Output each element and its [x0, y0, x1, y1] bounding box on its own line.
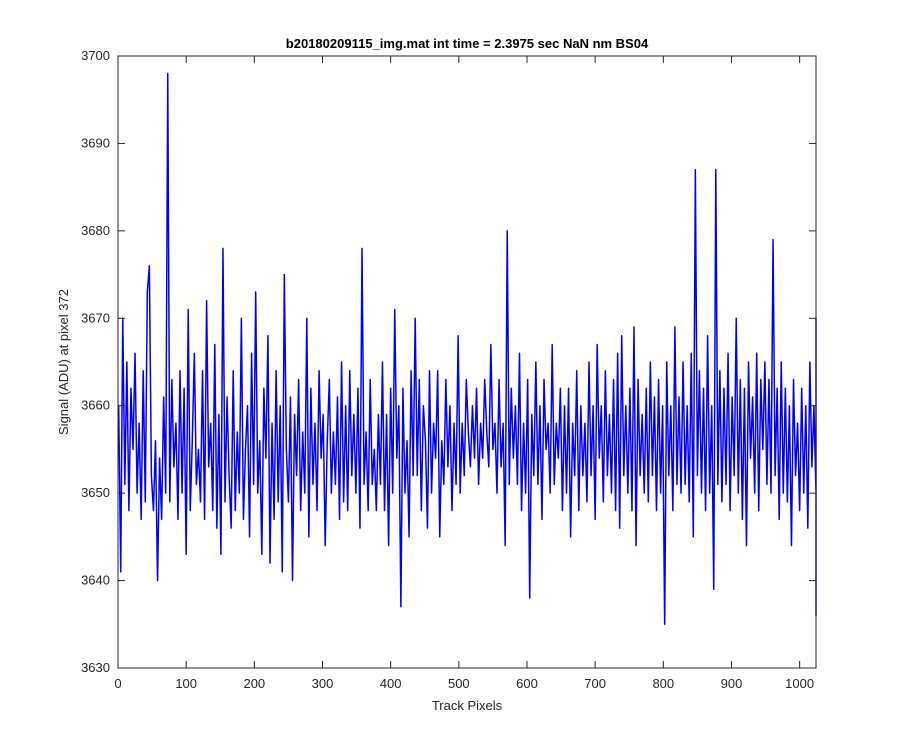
x-tick-label: 800 [652, 676, 674, 691]
x-axis-ticks: 0 100 200 300 400 500 600 700 800 900 1000 [114, 56, 814, 691]
x-tick-label: 300 [312, 676, 334, 691]
plot-area [118, 56, 816, 668]
chart-title: b20180209115_img.mat int time = 2.3975 s… [286, 36, 649, 51]
signal-series-line [117, 72, 817, 626]
y-tick-label: 3680 [81, 223, 110, 238]
x-tick-label: 100 [175, 676, 197, 691]
y-tick-label: 3690 [81, 135, 110, 150]
x-tick-label: 500 [448, 676, 470, 691]
x-tick-label: 700 [584, 676, 606, 691]
x-axis-label: Track Pixels [432, 698, 503, 713]
y-tick-label: 3650 [81, 485, 110, 500]
x-tick-label: 600 [516, 676, 538, 691]
y-tick-label: 3640 [81, 573, 110, 588]
x-tick-label: 0 [114, 676, 121, 691]
y-axis-label: Signal (ADU) at pixel 372 [56, 289, 71, 435]
x-tick-label: 200 [243, 676, 265, 691]
x-tick-label: 400 [380, 676, 402, 691]
y-tick-label: 3670 [81, 310, 110, 325]
y-tick-label: 3630 [81, 660, 110, 675]
axes-box [117, 55, 817, 669]
x-tick-label: 900 [721, 676, 743, 691]
y-axis-ticks: 3630 3640 3650 3660 3670 3680 3690 3700 [81, 48, 816, 675]
y-tick-label: 3700 [81, 48, 110, 63]
x-tick-label: 1000 [785, 676, 814, 691]
y-tick-label: 3660 [81, 398, 110, 413]
